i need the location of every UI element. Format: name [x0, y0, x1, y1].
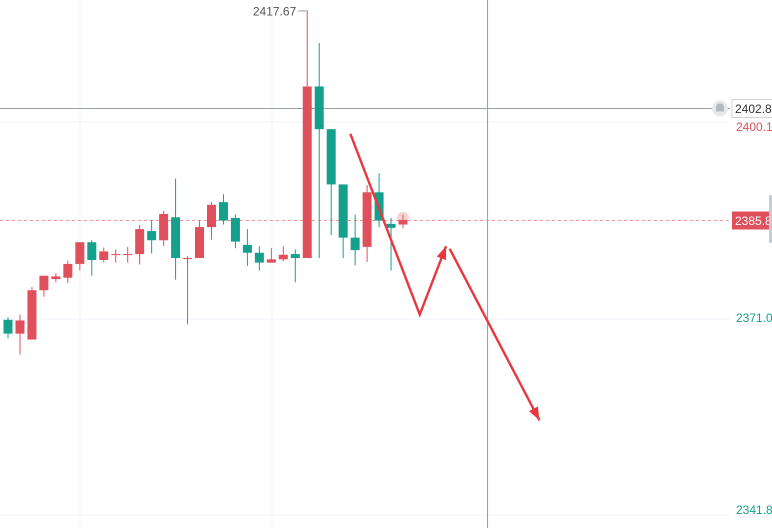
candles[interactable]: 2417.67 — [3, 4, 410, 355]
candle-body[interactable] — [195, 227, 205, 259]
candle-body[interactable] — [314, 86, 324, 130]
candle-body[interactable] — [135, 229, 145, 255]
candle[interactable] — [63, 260, 73, 283]
candle-body[interactable] — [350, 237, 360, 251]
candle-body[interactable] — [51, 276, 61, 280]
candle-body[interactable] — [63, 263, 73, 278]
candle[interactable] — [302, 10, 312, 259]
candle-body[interactable] — [87, 242, 97, 260]
candle[interactable] — [27, 286, 37, 340]
candle-body[interactable] — [302, 86, 312, 259]
candle[interactable] — [123, 246, 133, 263]
arrow-head — [529, 406, 540, 421]
candle[interactable] — [171, 178, 181, 280]
candle-body[interactable] — [218, 202, 228, 221]
last-candle-highlight — [397, 211, 410, 224]
y-tick-label: 2341.8 — [736, 503, 772, 517]
candle-body[interactable] — [206, 204, 216, 228]
candle-body[interactable] — [27, 290, 37, 340]
candle-body[interactable] — [183, 258, 193, 260]
candle-body[interactable] — [111, 254, 121, 256]
alert-bell-icon-shape — [716, 103, 724, 112]
candle[interactable] — [254, 246, 264, 271]
candle[interactable] — [15, 314, 25, 355]
candle-body[interactable] — [254, 252, 264, 263]
candle[interactable] — [99, 247, 109, 263]
candle-body[interactable] — [99, 251, 109, 260]
candle-body[interactable] — [266, 259, 276, 263]
candle[interactable] — [278, 246, 288, 262]
crosshair — [0, 0, 730, 528]
price-axis-scroll-handle[interactable] — [769, 195, 772, 243]
candle-body[interactable] — [15, 320, 25, 334]
price-axis[interactable]: 2400.1 2371.0 2341.8 2402.8 2385.8 — [712, 99, 772, 518]
candle[interactable] — [362, 185, 372, 262]
candle[interactable] — [206, 202, 216, 240]
candle-body[interactable] — [159, 213, 169, 241]
candle[interactable] — [39, 275, 49, 297]
candle-body[interactable] — [147, 231, 157, 241]
candle[interactable] — [111, 249, 121, 263]
candle[interactable] — [147, 220, 157, 254]
candle-body[interactable] — [338, 184, 348, 238]
candle[interactable] — [350, 214, 360, 266]
projection-arrows — [349, 133, 541, 421]
candle-body[interactable] — [326, 129, 336, 185]
candle[interactable] — [314, 43, 324, 259]
high-marker-label: 2417.67 — [253, 4, 297, 18]
candle-body[interactable] — [278, 254, 288, 260]
candle[interactable] — [183, 256, 193, 325]
y-tick-label: 2400.1 — [736, 120, 772, 134]
candle[interactable] — [3, 317, 13, 339]
candle-body[interactable] — [3, 319, 13, 334]
candle-body[interactable] — [171, 217, 181, 259]
candle[interactable] — [386, 217, 396, 271]
candle[interactable] — [159, 210, 169, 247]
candle[interactable] — [230, 214, 240, 249]
last-price-tag — [732, 211, 772, 230]
candle-body[interactable] — [123, 254, 133, 256]
candle[interactable] — [326, 129, 336, 236]
candle[interactable] — [290, 249, 300, 283]
candle[interactable] — [338, 184, 348, 259]
alert-bell-icon[interactable] — [712, 100, 728, 117]
candle[interactable] — [75, 242, 85, 271]
candle[interactable] — [398, 214, 408, 229]
candle[interactable] — [218, 194, 228, 225]
arrow-head — [436, 246, 447, 261]
candle-body[interactable] — [398, 219, 408, 225]
candle[interactable] — [266, 248, 276, 263]
crosshair-price-tag[interactable] — [731, 99, 772, 118]
candle[interactable] — [242, 229, 252, 266]
candle[interactable] — [135, 225, 145, 265]
last-price-label: 2385.8 — [735, 214, 772, 228]
candle[interactable] — [195, 220, 205, 259]
grid-lines — [0, 0, 730, 528]
candle[interactable] — [87, 240, 97, 276]
candle-body[interactable] — [39, 275, 49, 291]
y-tick-label: 2371.0 — [736, 311, 772, 325]
crosshair-price-label: 2402.8 — [735, 102, 772, 116]
projection-arrow — [349, 133, 448, 318]
candle[interactable] — [51, 273, 61, 283]
candle-body[interactable] — [75, 242, 85, 264]
candle-body[interactable] — [230, 217, 240, 242]
projection-arrow — [448, 248, 541, 421]
candle-body[interactable] — [290, 254, 300, 259]
candle-body[interactable] — [362, 192, 372, 247]
candle-body[interactable] — [242, 244, 252, 253]
candle-body[interactable] — [386, 223, 396, 228]
